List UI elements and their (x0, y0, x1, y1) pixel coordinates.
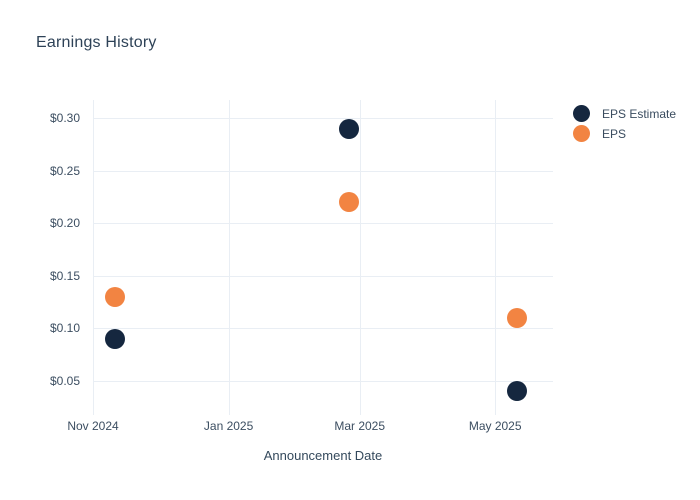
x-tick-label: May 2025 (468, 419, 522, 433)
y-tick-label: $0.05 (49, 373, 80, 388)
y-gridline (93, 170, 553, 172)
y-tick-label: $0.25 (49, 163, 80, 178)
x-gridline (359, 100, 361, 415)
y-gridline (93, 223, 553, 225)
x-tick-label: Mar 2025 (334, 419, 386, 433)
x-gridline (495, 100, 497, 415)
y-gridline (93, 118, 553, 120)
legend: EPS Estimate EPS (573, 105, 676, 142)
y-gridline (93, 275, 553, 277)
eps-estimate-marker[interactable] (507, 381, 528, 402)
legend-item-eps[interactable]: EPS (573, 125, 676, 142)
y-tick-label: $0.20 (49, 216, 80, 231)
x-tick-label: Nov 2024 (67, 419, 119, 433)
x-gridline (228, 100, 230, 415)
legend-item-eps-estimate[interactable]: EPS Estimate (573, 105, 676, 122)
legend-label: EPS (602, 126, 627, 141)
eps-estimate-marker[interactable] (338, 118, 359, 139)
y-tick-label: $0.10 (49, 321, 80, 336)
plot-area (93, 100, 553, 415)
eps-marker[interactable] (338, 192, 359, 213)
chart-title: Earnings History (36, 34, 157, 51)
y-gridline (93, 328, 553, 330)
eps-marker[interactable] (507, 307, 528, 328)
legend-label: EPS Estimate (602, 106, 677, 121)
y-tick-label: $0.30 (49, 111, 80, 126)
legend-swatch-eps-estimate-icon (573, 105, 590, 122)
eps-marker[interactable] (105, 286, 126, 307)
y-tick-label: $0.15 (49, 268, 80, 283)
eps-estimate-marker[interactable] (105, 328, 126, 349)
x-axis-title: Announcement Date (263, 448, 383, 463)
y-gridline (93, 380, 553, 382)
legend-swatch-eps-icon (573, 125, 590, 142)
x-tick-label: Jan 2025 (203, 419, 254, 433)
x-gridline (93, 100, 94, 415)
